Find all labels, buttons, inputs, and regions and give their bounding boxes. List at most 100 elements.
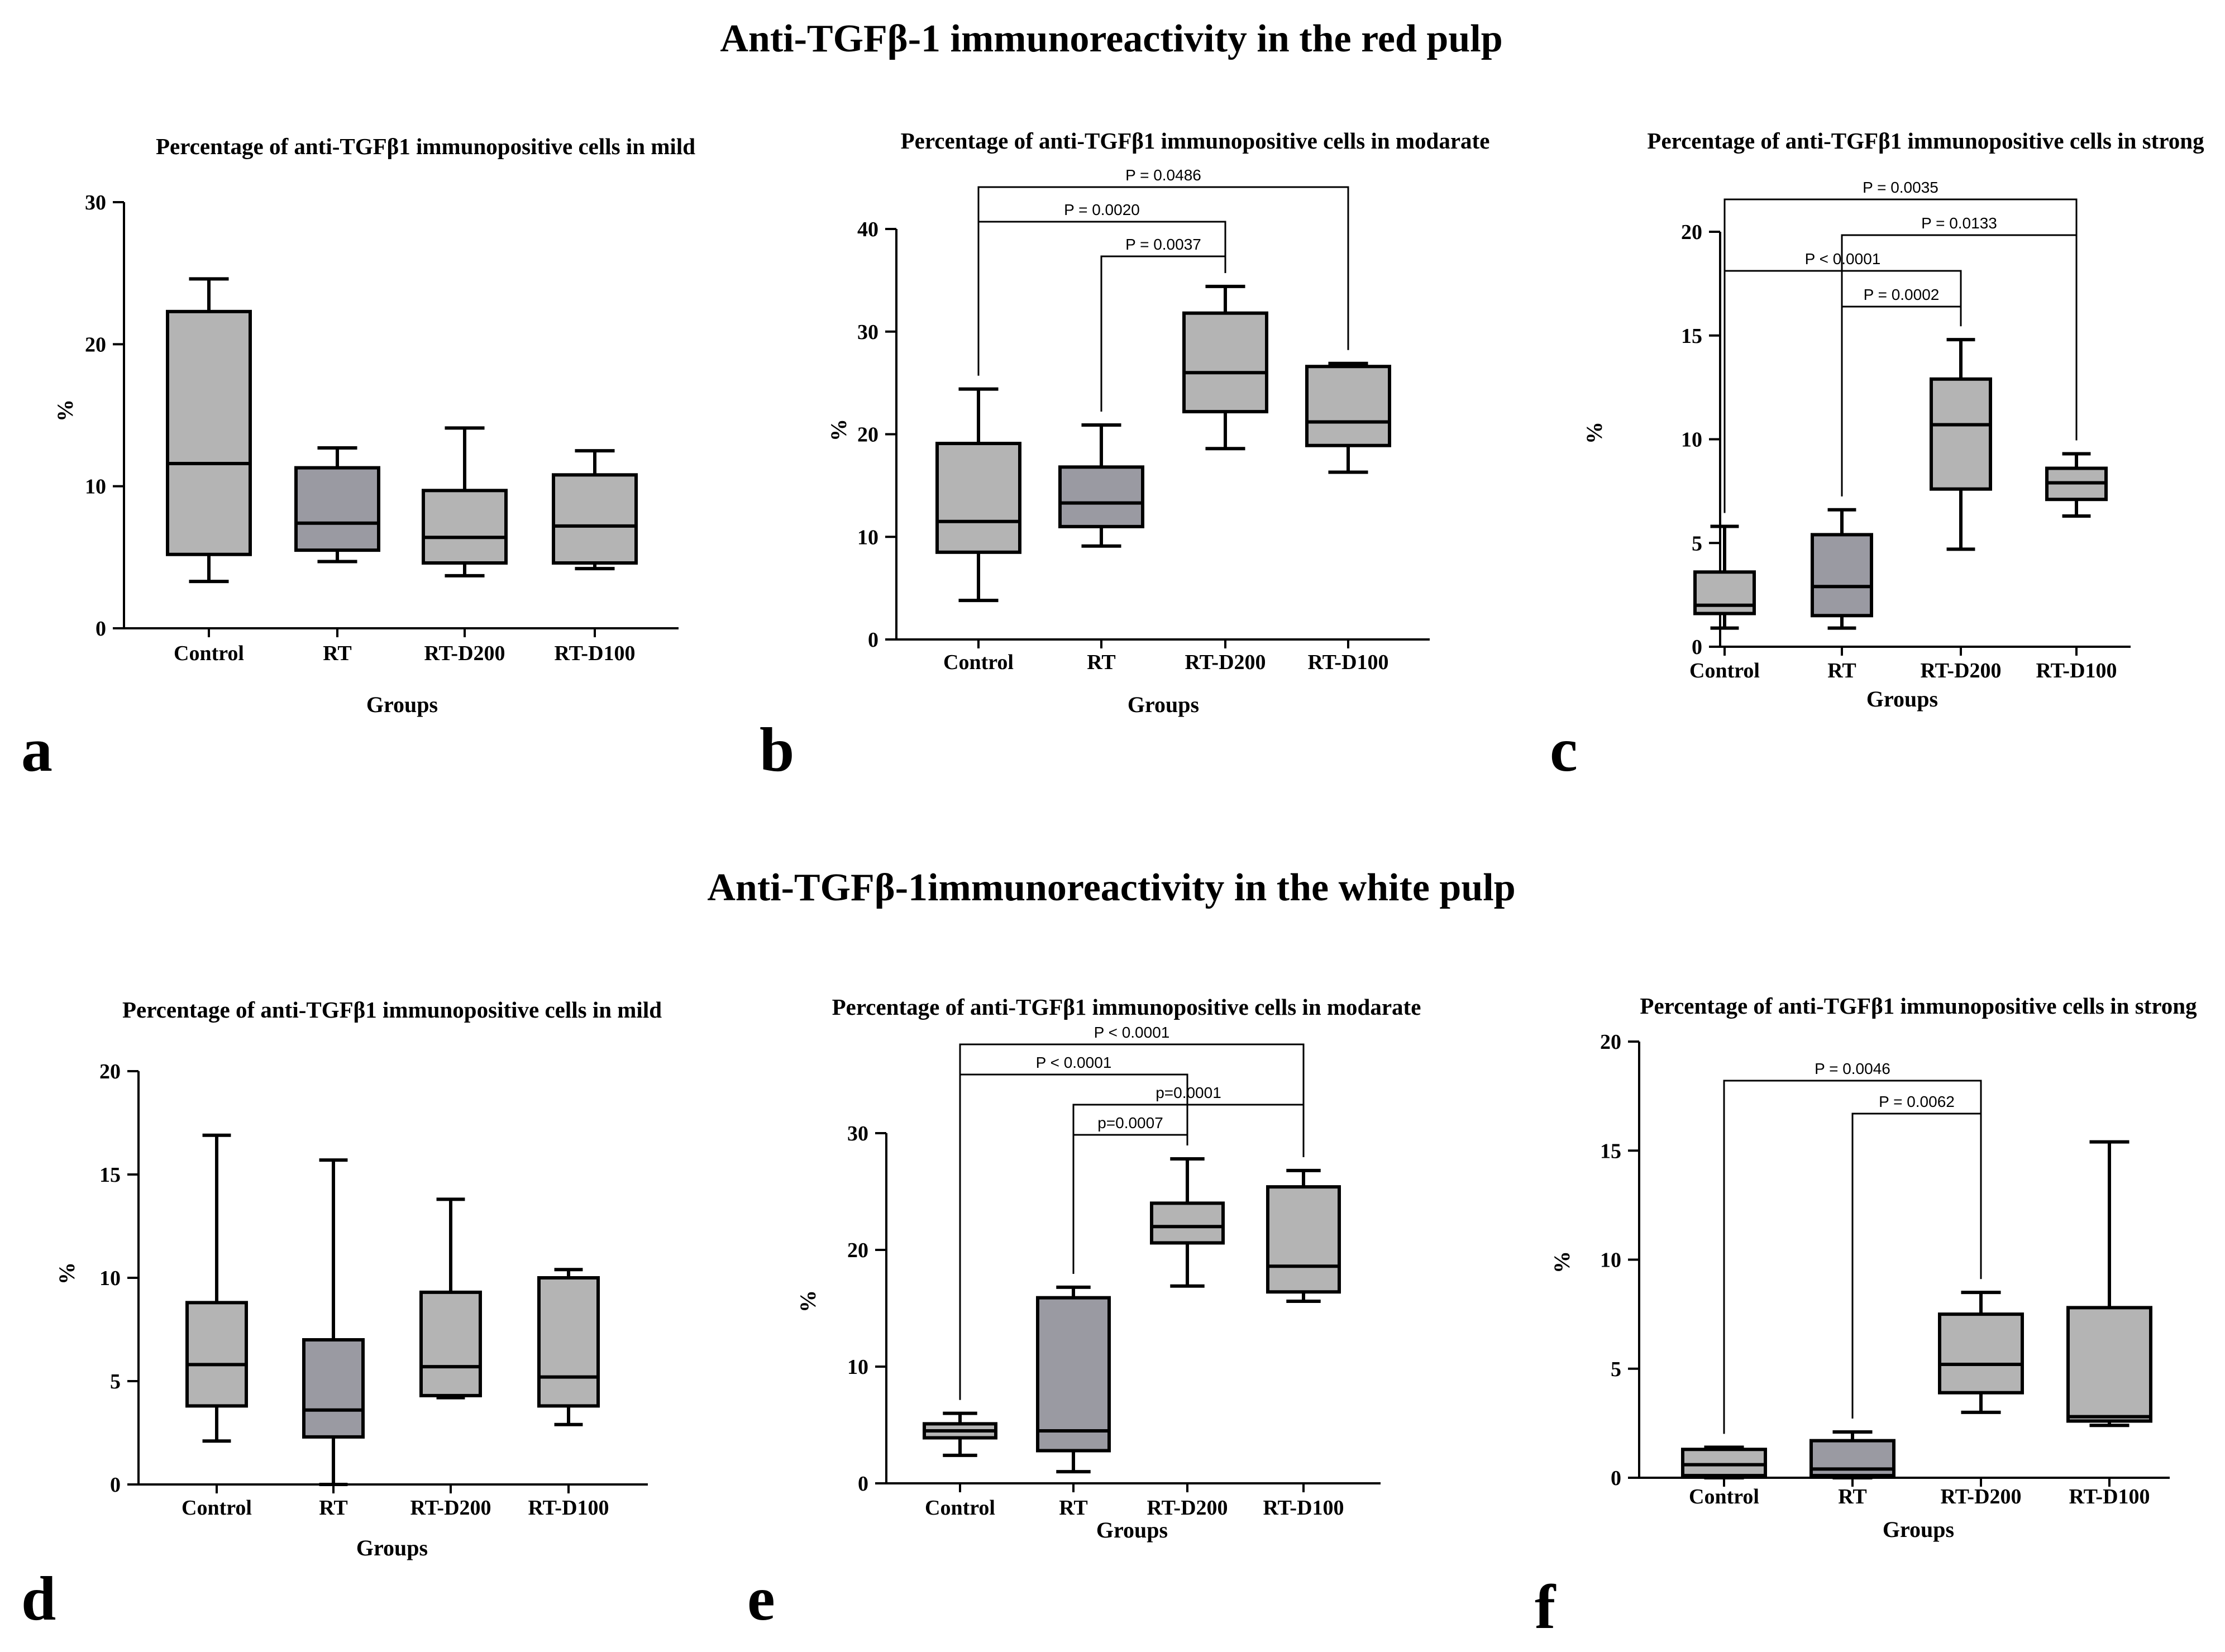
y-tick-label: 30 (857, 321, 878, 344)
x-tick-label: RT-D100 (1263, 1496, 1344, 1520)
significance-bracket: p=0.0007 (1072, 1114, 1188, 1274)
x-axis-label: Groups (1866, 686, 1938, 712)
chart-panel-b: Percentage of anti-TGFβ1 immunopositive … (760, 128, 1489, 785)
significance-bracket: P = 0.0046 (1723, 1060, 1982, 1434)
p-value-label: P = 0.0062 (1879, 1093, 1955, 1110)
p-value-label: P = 0.0486 (1125, 166, 1201, 184)
chart-title: Percentage of anti-TGFβ1 immunopositive … (1640, 993, 2197, 1019)
y-axis-label: % (795, 1290, 820, 1312)
y-tick-label: 30 (847, 1122, 868, 1145)
bracket-line (1841, 305, 1962, 496)
section-title-white-pulp: Anti-TGFβ-1immunoreactivity in the white… (707, 866, 1515, 909)
p-value-label: P < 0.0001 (1805, 250, 1881, 268)
box-control (1681, 1445, 1767, 1479)
x-tick-label: RT (1059, 1496, 1087, 1520)
y-tick-label: 20 (857, 423, 878, 447)
x-tick-label: Control (1689, 1485, 1759, 1508)
p-value-label: P = 0.0002 (1864, 286, 1940, 303)
x-tick-label: Control (1689, 659, 1760, 682)
bracket-line (1723, 198, 2078, 513)
x-tick-label: RT-D100 (2036, 659, 2117, 682)
chart-title: Percentage of anti-TGFβ1 immunopositive … (122, 997, 662, 1023)
x-tick-label: RT-D200 (1185, 651, 1266, 674)
box-rt (1036, 1285, 1111, 1474)
box-iqr (1811, 533, 1873, 618)
significance-bracket: P = 0.0037 (1100, 236, 1226, 412)
panels: Percentage of anti-TGFβ1 immunopositive … (21, 128, 2204, 1642)
panel-letter: e (747, 1564, 775, 1634)
panel-letter: f (1535, 1573, 1556, 1642)
x-tick-label: Control (925, 1496, 995, 1520)
y-tick-label: 20 (847, 1239, 868, 1262)
significance-bracket: P < 0.0001 (1723, 250, 1962, 513)
box-rt-d200 (1150, 1157, 1225, 1288)
box-iqr (294, 466, 380, 552)
y-axis-label: % (54, 1262, 79, 1285)
box-rt-d200 (1182, 284, 1268, 451)
box-control (166, 277, 252, 584)
x-tick-label: Control (943, 651, 1014, 674)
panel-letter: b (760, 715, 794, 785)
y-tick-label: 5 (1692, 532, 1702, 555)
x-tick-label: RT (1838, 1485, 1866, 1508)
p-value-label: P = 0.0046 (1815, 1060, 1890, 1077)
box-rt (302, 1158, 365, 1486)
x-tick-label: Control (174, 642, 244, 665)
y-tick-label: 15 (1681, 324, 1702, 348)
significance-bracket: P = 0.0062 (1851, 1093, 1982, 1419)
bracket-line (977, 221, 1226, 376)
box-iqr (935, 442, 1021, 554)
bracket-line (959, 1073, 1188, 1400)
y-tick-label: 0 (868, 628, 878, 652)
y-tick-label: 0 (1611, 1467, 1621, 1490)
box-iqr (1930, 377, 1992, 491)
y-tick-label: 10 (857, 526, 878, 549)
bracket-line (1723, 270, 1962, 513)
y-tick-label: 10 (1681, 428, 1702, 452)
y-tick-label: 5 (110, 1370, 121, 1393)
y-axis-label: % (1549, 1251, 1574, 1273)
y-tick-label: 5 (1611, 1358, 1621, 1381)
y-tick-label: 0 (858, 1472, 868, 1496)
box-iqr (1938, 1312, 2024, 1395)
x-axis-label: Groups (356, 1535, 428, 1560)
significance-bracket: P < 0.0001 (959, 1024, 1305, 1400)
chart-panel-e: Percentage of anti-TGFβ1 immunopositive … (747, 994, 1421, 1634)
p-value-label: P < 0.0001 (1036, 1054, 1112, 1071)
x-tick-label: RT-D200 (410, 1496, 491, 1520)
chart-panel-f: Percentage of anti-TGFβ1 immunopositive … (1535, 993, 2197, 1642)
p-value-label: P < 0.0001 (1094, 1024, 1170, 1041)
box-iqr (419, 1290, 482, 1397)
box-control (185, 1133, 248, 1443)
box-control (923, 1411, 997, 1457)
box-iqr (1693, 570, 1756, 615)
box-iqr (537, 1276, 600, 1408)
significance-bracket: P = 0.0002 (1841, 286, 1962, 496)
panel-letter: a (21, 715, 52, 785)
bracket-line (1100, 255, 1226, 412)
bracket-line (977, 186, 1349, 376)
significance-bracket: P = 0.0486 (977, 166, 1349, 376)
chart-title: Percentage of anti-TGFβ1 immunopositive … (832, 994, 1421, 1020)
x-tick-label: RT-D100 (2069, 1485, 2150, 1508)
box-rt-d100 (2066, 1140, 2152, 1427)
chart-panel-a: Percentage of anti-TGFβ1 immunopositive … (21, 133, 695, 785)
p-value-label: P = 0.0037 (1125, 236, 1201, 253)
box-iqr (552, 473, 638, 565)
box-iqr (2066, 1306, 2152, 1423)
x-axis-label: Groups (366, 692, 438, 717)
y-tick-label: 15 (99, 1163, 121, 1187)
p-value-label: P = 0.0020 (1064, 201, 1140, 218)
box-iqr (1150, 1201, 1225, 1245)
box-rt-d200 (419, 1197, 482, 1400)
significance-bracket: P = 0.0035 (1723, 179, 2078, 513)
box-iqr (302, 1338, 365, 1439)
box-iqr (1036, 1296, 1111, 1453)
p-value-label: P = 0.0133 (1921, 214, 1997, 232)
x-tick-label: RT-D200 (1940, 1485, 2021, 1508)
x-axis-label: Groups (1128, 692, 1199, 717)
chart-panel-d: Percentage of anti-TGFβ1 immunopositive … (21, 997, 662, 1634)
y-axis-label: % (826, 419, 851, 441)
x-tick-label: RT-D100 (554, 642, 635, 665)
y-tick-label: 0 (1692, 636, 1702, 659)
